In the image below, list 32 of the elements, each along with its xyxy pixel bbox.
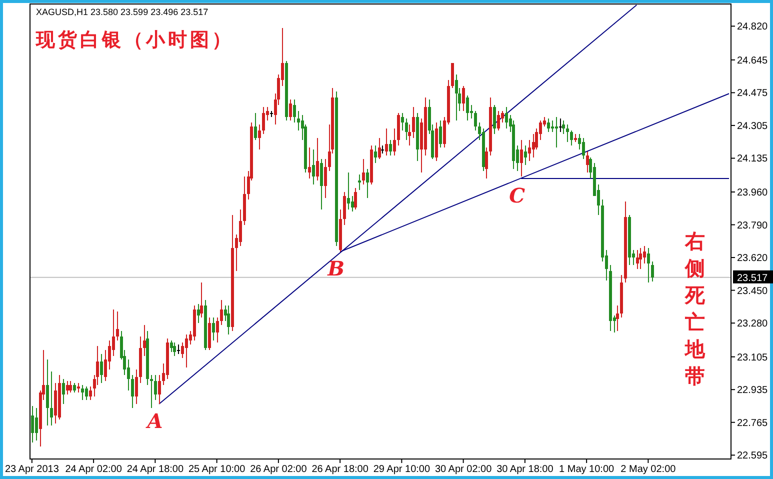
chart-subtitle: XAGUSD,H1 23.580 23.599 23.496 23.517: [36, 7, 208, 17]
annotation: B: [326, 256, 345, 281]
y-tick-label: 22.595: [737, 450, 768, 462]
y-tick-label: 24.645: [737, 55, 768, 66]
x-tick-label: 26 Apr 18:00: [312, 464, 369, 475]
y-tick-label: 22.935: [737, 385, 768, 396]
annotation: 右侧死亡地带: [684, 229, 706, 388]
x-tick-label: 24 Apr 02:00: [65, 464, 122, 475]
annotation: A: [145, 409, 163, 434]
y-tick-label: 22.765: [737, 418, 768, 429]
y-tick-label: 24.305: [737, 120, 768, 132]
x-tick-label: 23 Apr 2013: [4, 464, 60, 475]
x-tick-label: 1 May 10:00: [559, 464, 615, 475]
text: 现货白银（小时图）: [35, 29, 234, 51]
x-tick-label: 24 Apr 18:00: [126, 464, 184, 475]
y-tick-label: 23.620: [737, 253, 768, 264]
x-tick-label: 29 Apr 10:00: [373, 464, 430, 475]
y-tick-label: 23.280: [737, 318, 768, 330]
y-tick-label: 23.790: [737, 220, 768, 232]
y-tick-label: 24.820: [737, 22, 768, 33]
y-tick-label: 23.450: [737, 286, 768, 297]
y-tick-label: 24.475: [737, 88, 768, 100]
y-tick-label: 23.960: [737, 187, 768, 198]
x-tick-label: 30 Apr 02:00: [434, 464, 492, 475]
x-tick-label: 26 Apr 02:00: [250, 464, 308, 475]
y-tick-label: 24.135: [737, 154, 768, 165]
x-tick-label: 25 Apr 10:00: [188, 464, 246, 475]
y-tick-label: 23.105: [737, 352, 768, 364]
annotation: C: [509, 183, 526, 208]
x-tick-label: 2 May 02:00: [620, 464, 676, 475]
ref-line-label: 23.517: [737, 272, 768, 284]
x-tick-label: 30 Apr 18:00: [496, 464, 554, 475]
